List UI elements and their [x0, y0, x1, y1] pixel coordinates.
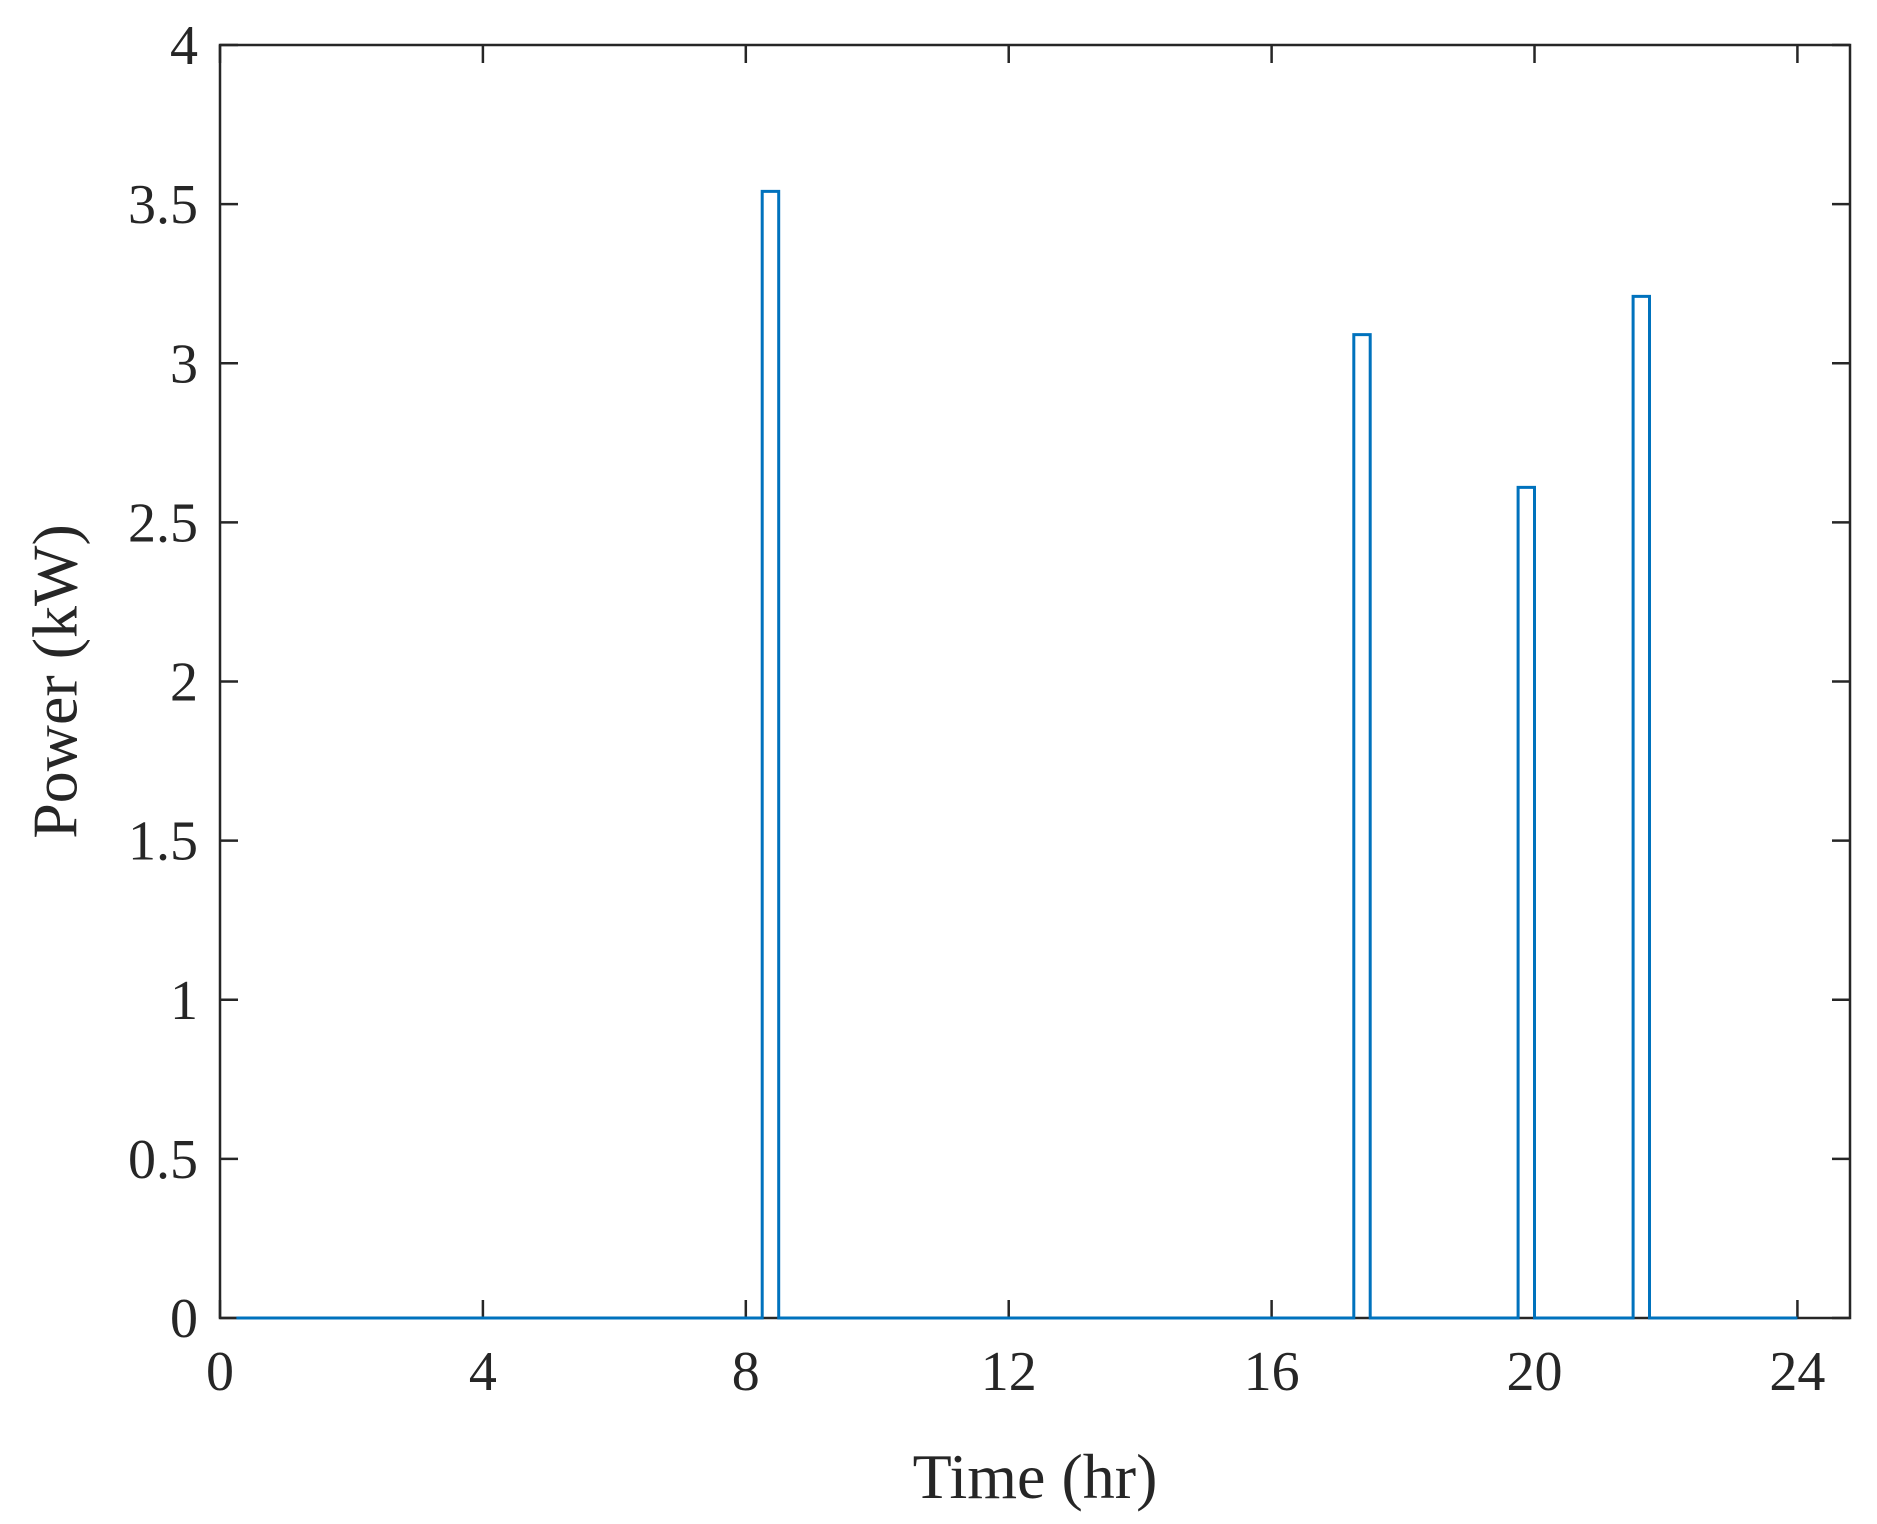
axes-box: [218, 43, 1852, 1320]
y-tick-label: 1: [170, 970, 198, 1032]
x-tick-label: 0: [206, 1341, 234, 1403]
plot-frame: [218, 43, 1852, 1320]
x-axis-ticks: 0 4 8 12 16 20 24: [206, 45, 1825, 1403]
series-layer: [236, 189, 1798, 1320]
x-tick-label: 4: [469, 1341, 497, 1403]
x-tick-label: 8: [732, 1341, 760, 1403]
y-tick-label: 2: [170, 652, 198, 714]
x-tick-label: 20: [1507, 1341, 1563, 1403]
y-tick-label: 2.5: [128, 492, 198, 554]
x-tick-label: 12: [981, 1341, 1037, 1403]
x-tick-label: 24: [1769, 1341, 1825, 1403]
y-axis-label: Power (kW): [20, 524, 91, 839]
x-tick-label: 16: [1244, 1341, 1300, 1403]
y-tick-label: 1.5: [128, 811, 198, 873]
y-tick-label: 0.5: [128, 1129, 198, 1191]
y-tick-label: 0: [170, 1288, 198, 1350]
y-tick-label: 3.5: [128, 174, 198, 236]
y-axis-ticks: 0 0.5 1 1.5 2 2.5 3 3.5 4: [128, 15, 1850, 1350]
y-tick-label: 4: [170, 15, 198, 77]
power-series-line: [236, 189, 1798, 1320]
x-axis-label: Time (hr): [913, 1441, 1158, 1512]
y-tick-label: 3: [170, 333, 198, 395]
